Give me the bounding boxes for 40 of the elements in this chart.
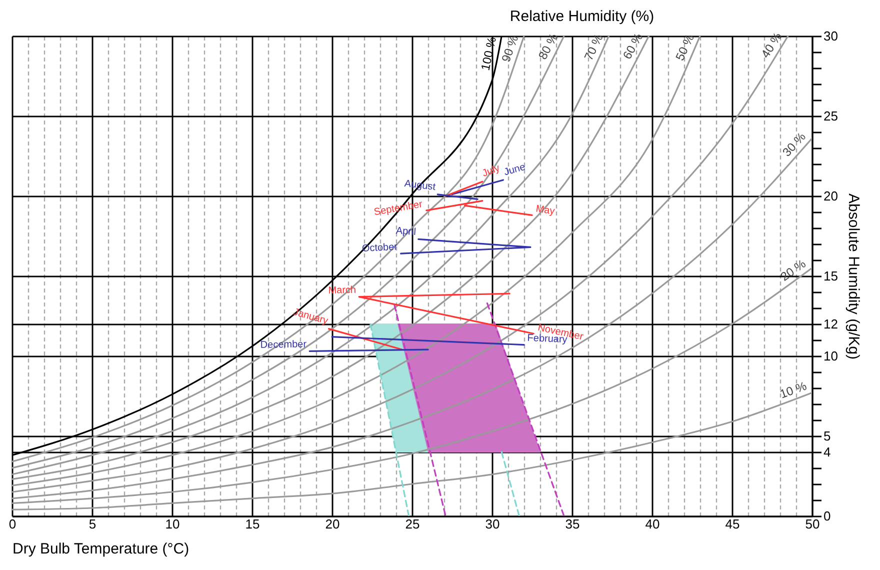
x-tick-label: 10 bbox=[165, 516, 180, 532]
text: August bbox=[404, 178, 436, 194]
x-tick-label: 35 bbox=[565, 516, 580, 532]
text: September bbox=[373, 198, 424, 218]
text: July bbox=[480, 162, 502, 180]
text: May bbox=[535, 204, 556, 218]
x-axis-title: Dry Bulb Temperature (°C) bbox=[12, 540, 190, 558]
text: 10 % bbox=[778, 378, 809, 402]
series-label: December bbox=[260, 339, 308, 351]
x-tick-label: 20 bbox=[325, 516, 340, 532]
text: 70 % bbox=[581, 32, 606, 63]
x-tick-label: 25 bbox=[405, 516, 420, 532]
x-tick-label: 30 bbox=[485, 516, 500, 532]
y-tick-label: 5 bbox=[824, 428, 831, 444]
text: June bbox=[502, 162, 528, 178]
y-tick-label: 30 bbox=[824, 28, 838, 44]
x-tick-label: 5 bbox=[88, 516, 96, 532]
series-label: April bbox=[396, 226, 416, 238]
series-label: October bbox=[362, 242, 398, 255]
text: 50 % bbox=[672, 32, 698, 63]
text: 80 % bbox=[536, 30, 561, 62]
y-tick-label: 20 bbox=[824, 188, 838, 204]
y-tick-label: 10 bbox=[824, 348, 838, 364]
y-tick-label: 25 bbox=[824, 108, 838, 124]
x-tick-label: 40 bbox=[645, 516, 660, 532]
y-tick-label: 15 bbox=[824, 268, 838, 284]
x-tick-label: 0 bbox=[8, 516, 16, 532]
text: 40 % bbox=[758, 30, 785, 61]
y-tick-label: 12 bbox=[824, 316, 838, 332]
text: 90 % bbox=[498, 33, 522, 64]
text: 60 % bbox=[620, 30, 646, 62]
text: 30 % bbox=[780, 129, 809, 160]
chart-title: Relative Humidity (%) bbox=[510, 8, 654, 25]
y-axis-title: Absolute Humidity (g/Kg) bbox=[844, 194, 862, 360]
y-tick-label: 4 bbox=[824, 444, 831, 460]
text: January bbox=[292, 306, 330, 328]
x-tick-label: 45 bbox=[725, 516, 740, 532]
x-tick-label: 50 bbox=[805, 516, 820, 532]
text: 20 % bbox=[778, 256, 809, 284]
x-tick-label: 15 bbox=[245, 516, 260, 532]
